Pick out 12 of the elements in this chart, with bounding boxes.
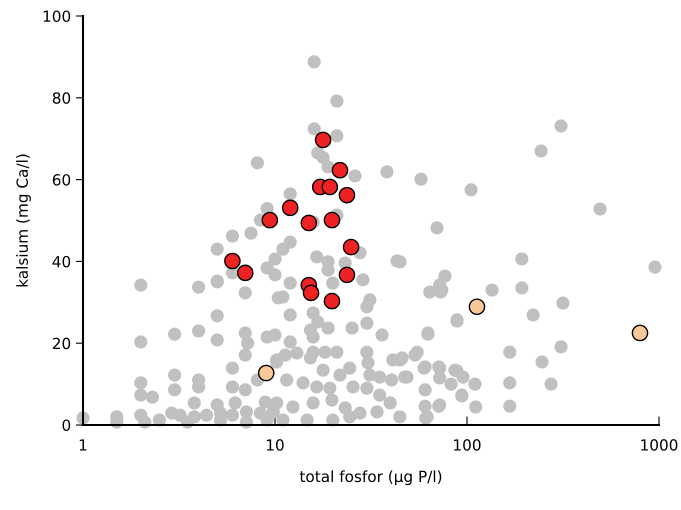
y-tick-label: 20 — [52, 338, 70, 350]
y-tick-label: 80 — [52, 92, 70, 104]
y-tick-label: 100 — [44, 10, 70, 22]
y-tick-label: 0 — [62, 419, 70, 432]
y-axis-title: kalsium (mg Ca/l) — [16, 154, 31, 286]
x-axis-title: total fosfor (µg P/l) — [300, 470, 442, 486]
x-tick-label: 1 — [80, 439, 86, 450]
x-tick-label: 10 — [266, 439, 284, 451]
y-tick-label: 40 — [52, 256, 70, 268]
y-tick-label: 60 — [52, 174, 70, 186]
x-tick-label: 1000 — [641, 439, 678, 451]
x-tick-label: 100 — [454, 439, 481, 451]
